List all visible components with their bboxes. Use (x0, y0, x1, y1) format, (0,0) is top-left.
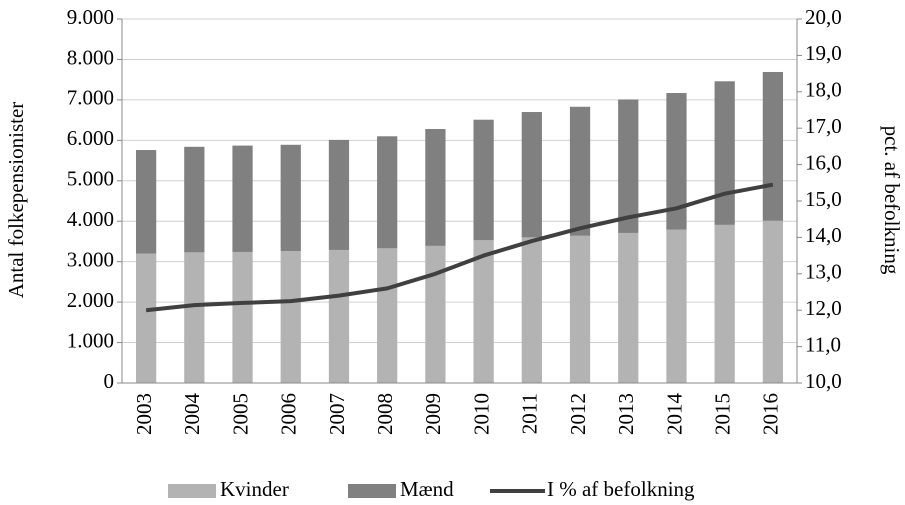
x-tick-label: 2016 (759, 393, 783, 435)
y2-tick-label: 14,0 (805, 223, 842, 247)
y-tick-label: 6.000 (67, 126, 114, 150)
y-tick-label: 3.000 (67, 247, 114, 271)
bar (377, 248, 398, 383)
bar (569, 106, 591, 236)
x-tick-label: 2014 (662, 393, 686, 436)
legend-label: I % af befolkning (547, 477, 695, 501)
bar (666, 229, 687, 383)
y2-tick-label: 15,0 (805, 187, 842, 211)
y-tick-label: 9.000 (67, 5, 114, 29)
bar (280, 144, 301, 252)
bar (232, 251, 253, 383)
y2-tick-label: 11,0 (805, 332, 841, 356)
bar (762, 71, 784, 221)
y-tick-label: 1.000 (67, 328, 114, 352)
x-tick-label: 2015 (710, 393, 734, 435)
bar (762, 220, 784, 383)
bar (135, 253, 157, 383)
x-tick-label: 2010 (469, 393, 493, 435)
y-tick-label: 7.000 (67, 86, 114, 110)
x-tick-label: 2006 (277, 393, 301, 435)
x-tick-label: 2011 (518, 393, 542, 434)
bar (377, 136, 398, 249)
x-tick-label: 2013 (614, 393, 638, 435)
bar (425, 245, 446, 383)
bar (521, 112, 542, 238)
x-tick-label: 2005 (228, 393, 252, 435)
y2-tick-label: 10,0 (805, 369, 842, 393)
y2-tick-label: 17,0 (805, 114, 842, 138)
line (145, 182, 774, 313)
bar (135, 150, 157, 254)
bar (714, 81, 735, 225)
y2-axis-title: pct. af befolkning (880, 126, 904, 275)
x-tick-label: 2008 (373, 393, 397, 435)
bar (618, 99, 639, 233)
y-tick-label: 2.000 (67, 288, 114, 312)
bar (328, 249, 350, 383)
legend-swatch (168, 484, 216, 498)
y-axis-title: Antal folkepensionister (4, 102, 28, 299)
y-tick-label: 5.000 (67, 167, 114, 191)
legend-label: Mænd (400, 477, 454, 501)
bar (184, 146, 205, 253)
bar (666, 93, 687, 230)
y2-tick-label: 20,0 (805, 5, 842, 29)
bar (425, 129, 446, 246)
bar (618, 232, 639, 383)
y2-tick-label: 16,0 (805, 150, 842, 174)
y-tick-label: 0 (104, 369, 115, 393)
bar (232, 145, 253, 252)
bar (714, 224, 735, 383)
x-tick-label: 2009 (421, 393, 445, 435)
y2-tick-label: 12,0 (805, 296, 842, 320)
y-tick-label: 4.000 (67, 207, 114, 231)
bar (521, 237, 542, 383)
x-tick-label: 2007 (325, 393, 349, 435)
x-tick-label: 2004 (180, 393, 204, 436)
legend-swatch (348, 484, 396, 498)
bar (473, 240, 494, 383)
y-tick-label: 8.000 (67, 45, 114, 69)
bar (473, 119, 494, 241)
bar (569, 235, 591, 383)
legend-label: Kvinder (220, 477, 289, 501)
y2-tick-label: 13,0 (805, 260, 842, 284)
x-tick-label: 2003 (132, 393, 156, 435)
y2-tick-label: 19,0 (805, 41, 842, 65)
bar (280, 251, 301, 383)
x-tick-label: 2012 (566, 393, 590, 435)
bar (184, 252, 205, 383)
bar (328, 139, 350, 250)
y2-tick-label: 18,0 (805, 78, 842, 102)
